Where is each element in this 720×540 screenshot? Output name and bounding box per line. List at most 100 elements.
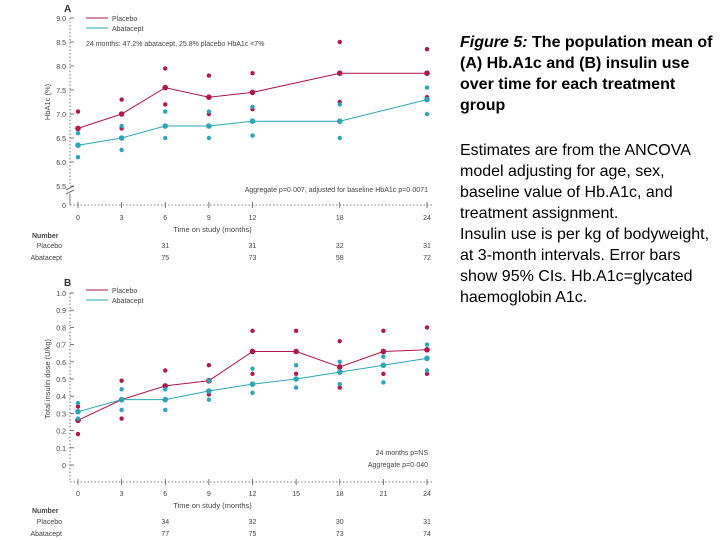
panel-b-ci-upper-placebo bbox=[75, 404, 81, 409]
panel-a-annotation-top: 24 months: 47.2% abatacept, 25.8% placeb… bbox=[86, 41, 264, 48]
panel-a-x-label: Time on study (months) bbox=[173, 225, 252, 234]
panel-b-y-tick-label: 1.0 bbox=[56, 291, 66, 298]
panel-a-ci-upper-abatacept bbox=[250, 104, 255, 110]
panel-b-y-tick-label: 0.6 bbox=[56, 360, 66, 367]
panel-a-x-tick-label: 3 bbox=[120, 215, 124, 222]
panel-a-point-placebo bbox=[424, 70, 430, 76]
panel-b-legend-label-abatacept: Abatacept bbox=[112, 298, 144, 305]
panel-b-ci-upper-placebo bbox=[206, 363, 212, 368]
panel-b-point-abatacept bbox=[206, 388, 212, 394]
panel-a-ci-lower-placebo bbox=[163, 102, 168, 107]
panel-a-ci-upper-placebo bbox=[206, 73, 212, 78]
panel-b-risk-header: Number bbox=[32, 508, 59, 515]
panel-a-ci-lower-abatacept bbox=[163, 135, 168, 141]
panel-b-y-tick-label: 0 bbox=[62, 463, 66, 470]
panel-a-x-tick-label: 0 bbox=[76, 215, 80, 222]
panel-a-legend-label-placebo: Placebo bbox=[112, 16, 137, 23]
panel-a-ci-upper-abatacept bbox=[424, 85, 430, 90]
panel-b-ci-upper-placebo bbox=[163, 368, 168, 373]
panel-a-ci-lower-abatacept bbox=[206, 135, 212, 141]
panel-b-point-abatacept bbox=[424, 355, 430, 362]
panel-a-letter: A bbox=[64, 4, 71, 15]
panel-b-x-tick-label: 0 bbox=[76, 491, 80, 498]
panel-b-ci-lower-abatacept bbox=[119, 407, 124, 413]
panel-a-risk-header: Number bbox=[32, 233, 59, 240]
panel-b-ci-upper-placebo bbox=[119, 378, 124, 383]
panel-a-ci-upper-placebo bbox=[119, 97, 124, 102]
caption-paragraph-2: Insulin use is per kg of bodyweight, at … bbox=[460, 226, 710, 306]
panel-a-ci-upper-abatacept bbox=[119, 123, 124, 129]
panel-a-y-tick-label: 9.0 bbox=[56, 16, 66, 23]
panel-b-point-placebo bbox=[293, 348, 299, 355]
panel-b-risk-label-placebo: Placebo bbox=[37, 519, 62, 526]
panel-a-risk-value-abatacept: 73 bbox=[249, 255, 257, 262]
panel-a-ci-upper-placebo bbox=[163, 66, 168, 71]
panel-a-point-abatacept bbox=[206, 123, 212, 129]
panel-a-point-placebo bbox=[336, 70, 343, 76]
panel-b-point-placebo bbox=[162, 383, 169, 389]
panel-b-ci-upper-placebo bbox=[250, 328, 255, 334]
panel-b-ci-upper-abatacept bbox=[250, 366, 255, 371]
panel-a-point-abatacept bbox=[75, 142, 81, 148]
panel-b-risk-value-abatacept: 73 bbox=[336, 531, 344, 538]
panel-a-x-tick-label: 24 bbox=[423, 215, 431, 222]
panel-a-y-tick-label: 6.0 bbox=[56, 160, 66, 167]
panel-a-axis-break bbox=[65, 189, 75, 195]
panel-a-point-placebo bbox=[118, 111, 125, 117]
panel-a-ci-upper-placebo bbox=[75, 109, 81, 114]
panel-b-ci-lower-placebo bbox=[250, 371, 255, 377]
panel-a-risk-value-placebo: 31 bbox=[161, 243, 169, 250]
panel-a-risk-value-placebo: 32 bbox=[336, 243, 344, 250]
panel-b-ci-lower-abatacept bbox=[424, 368, 430, 373]
panel-b-ci-upper-abatacept bbox=[163, 387, 168, 392]
panel-a-ci-upper-placebo bbox=[424, 47, 430, 52]
panel-b-ci-upper-placebo bbox=[381, 328, 386, 334]
panel-b-ci-lower-placebo bbox=[293, 371, 299, 377]
panel-b-point-abatacept bbox=[162, 396, 169, 403]
panel-b-x-tick-label: 12 bbox=[249, 491, 257, 498]
panel-a-y-label: HbA1c (%) bbox=[43, 83, 52, 120]
panel-a-axis-break bbox=[65, 185, 75, 191]
panel-a-risk-label-abatacept: Abatacept bbox=[30, 255, 62, 262]
panel-b-ci-upper-abatacept bbox=[337, 359, 342, 364]
panel-a-annotation-bottom: Aggregate p=0·007, adjusted for baseline… bbox=[245, 187, 428, 194]
panel-a-y-tick-label: 7.5 bbox=[56, 88, 66, 95]
panel-b-risk-value-abatacept: 74 bbox=[423, 531, 431, 538]
panel-a-point-abatacept bbox=[424, 96, 430, 103]
panel-a-risk-value-placebo: 31 bbox=[423, 243, 431, 250]
panel-b-risk-value-placebo: 32 bbox=[249, 519, 257, 526]
panel-b-ci-lower-abatacept bbox=[250, 390, 255, 395]
figure-label: Figure 5: bbox=[460, 34, 528, 51]
panel-a-ci-upper-placebo bbox=[337, 39, 342, 45]
panel-b-legend-label-placebo: Placebo bbox=[112, 288, 137, 295]
panel-b-annotation-top: 24 months p=NS bbox=[376, 450, 429, 457]
panel-a-x-tick-label: 6 bbox=[163, 215, 167, 222]
panel-b-ci-upper-abatacept bbox=[75, 400, 81, 406]
panel-b-ci-lower-placebo bbox=[119, 416, 124, 421]
panel-b-y-tick-label: 0.1 bbox=[56, 446, 66, 453]
panel-b-ci-upper-placebo bbox=[293, 328, 299, 334]
panel-b-point-placebo bbox=[249, 348, 256, 355]
panel-b-risk-value-placebo: 34 bbox=[161, 519, 169, 526]
panel-b-ci-upper-abatacept bbox=[206, 378, 212, 383]
panel-a-x-tick-label: 9 bbox=[207, 215, 211, 222]
panel-b-ci-lower-abatacept bbox=[206, 397, 212, 402]
panel-b-point-abatacept bbox=[249, 381, 256, 387]
panel-a-point-abatacept bbox=[162, 123, 169, 129]
panel-a-point-abatacept bbox=[118, 135, 125, 141]
panel-b-y-tick-label: 0.7 bbox=[56, 343, 66, 350]
panel-b-point-placebo bbox=[424, 346, 430, 353]
panel-a-risk-value-abatacept: 75 bbox=[161, 255, 169, 262]
panel-b-ci-lower-abatacept bbox=[75, 416, 81, 421]
panel-a-ci-lower-abatacept bbox=[337, 135, 342, 141]
panel-a-y-tick-label: 0 bbox=[62, 203, 66, 210]
figure-caption-title: Figure 5: The population mean of (A) Hb.… bbox=[460, 32, 716, 116]
panel-a-point-abatacept bbox=[336, 118, 343, 124]
panel-b-ci-lower-abatacept bbox=[293, 385, 299, 390]
panel-a-risk-value-abatacept: 72 bbox=[423, 255, 431, 262]
panel-b-y-tick-label: 0.8 bbox=[56, 325, 66, 332]
panel-b-point-placebo bbox=[380, 348, 387, 355]
panel-a-risk-label-placebo: Placebo bbox=[37, 243, 62, 250]
panel-a-ci-upper-abatacept bbox=[337, 102, 342, 107]
panel-a-y-tick-label: 5.5 bbox=[56, 184, 66, 191]
